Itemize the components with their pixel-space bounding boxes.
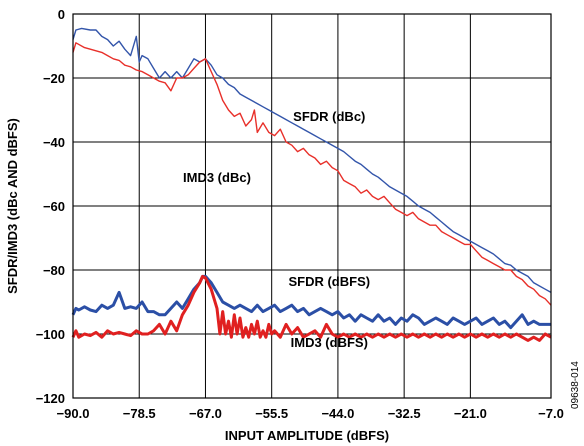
y-tick-labels: 0 −20 −40 −60 −80 −100 −120	[36, 7, 65, 406]
x-tick-label: −90.0	[57, 406, 90, 421]
plot-frame	[72, 13, 552, 399]
x-tick-label: −44.0	[321, 406, 354, 421]
series-line-3	[71, 274, 552, 342]
x-tick-label: −21.0	[454, 406, 487, 421]
x-tick-label: −67.0	[189, 406, 222, 421]
y-tick-label: −80	[43, 263, 65, 278]
y-tick-label: −40	[43, 135, 65, 150]
x-tick-label: −55.5	[255, 406, 288, 421]
series-line-2	[71, 274, 551, 330]
x-tick-labels: −90.0 −78.5 −67.0 −55.5 −44.0 −32.5 −21.0 −7.0	[57, 406, 564, 421]
annotation-label: IMD3 (dBc)	[183, 170, 251, 185]
annotation-label: SFDR (dBc)	[293, 109, 365, 124]
series-line-1	[72, 42, 552, 306]
x-tick-label: −78.5	[123, 406, 156, 421]
y-tick-label: −60	[43, 199, 65, 214]
x-tick-label: −7.0	[538, 406, 564, 421]
y-axis-label: SFDR/IMD3 (dBc AND dBFS)	[5, 118, 20, 294]
x-tick-label: −32.5	[388, 406, 421, 421]
x-axis-label: INPUT AMPLITUDE (dBFS)	[225, 428, 389, 443]
annotation-label: IMD3 (dBFS)	[291, 335, 368, 350]
series-line-0	[72, 27, 552, 294]
annotations: SFDR (dBc) IMD3 (dBc) SFDR (dBFS) IMD3 (dBF…	[183, 109, 370, 350]
series-group	[71, 27, 552, 342]
y-tick-label: −100	[36, 327, 65, 342]
figure-id: 09638-014	[570, 361, 581, 409]
y-tick-label: −20	[43, 71, 65, 86]
annotation-label: SFDR (dBFS)	[288, 274, 370, 289]
y-tick-label: −120	[36, 391, 65, 406]
y-tick-label: 0	[58, 7, 65, 22]
